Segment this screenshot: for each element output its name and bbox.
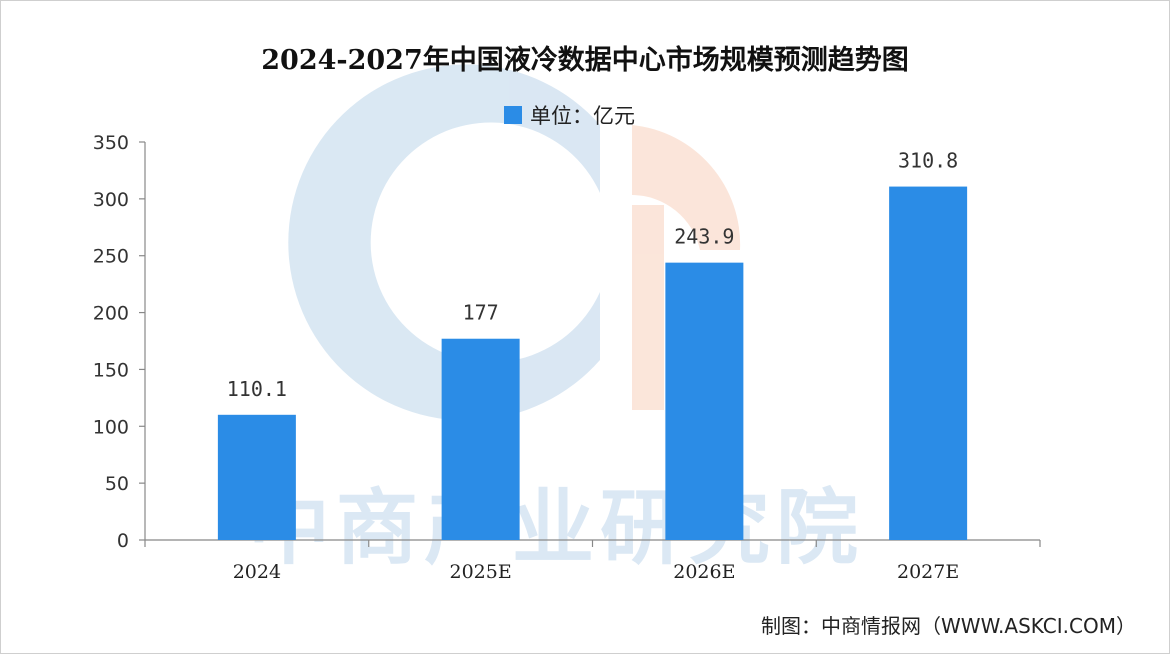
y-tick-label: 350	[93, 132, 129, 154]
watermark-text: 中商产业研究院	[248, 481, 864, 576]
chart-title: 2024-2027年中国液冷数据中心市场规模预测趋势图	[261, 45, 909, 76]
bar	[889, 186, 968, 541]
data-label: 310.8	[898, 149, 958, 173]
x-tick-label: 2026E	[673, 561, 735, 583]
bars: 110.1 177 243.9 310.8	[217, 149, 968, 541]
y-tick-label: 150	[93, 359, 129, 381]
x-tick-label: 2027E	[897, 561, 959, 583]
x-tick-label: 2024	[233, 561, 281, 583]
bar	[665, 262, 744, 540]
watermark-logo	[288, 64, 741, 421]
y-tick-label: 0	[117, 530, 129, 552]
y-tick-label: 200	[93, 303, 129, 325]
bar	[441, 338, 520, 540]
legend-label: 单位：亿元	[530, 104, 635, 128]
source-credit: 制图：中商情报网（WWW.ASKCI.COM）	[761, 614, 1136, 638]
bar	[217, 414, 296, 540]
y-tick-label: 250	[93, 246, 129, 268]
data-label: 110.1	[227, 377, 287, 401]
data-label: 177	[463, 301, 499, 325]
x-tick-label: 2025E	[450, 561, 512, 583]
legend: 单位：亿元	[504, 100, 635, 130]
legend-swatch	[504, 106, 522, 124]
y-tick-label: 100	[93, 416, 129, 438]
data-label: 243.9	[674, 225, 734, 249]
y-tick-label: 50	[105, 473, 129, 495]
y-tick-label: 300	[93, 189, 129, 211]
